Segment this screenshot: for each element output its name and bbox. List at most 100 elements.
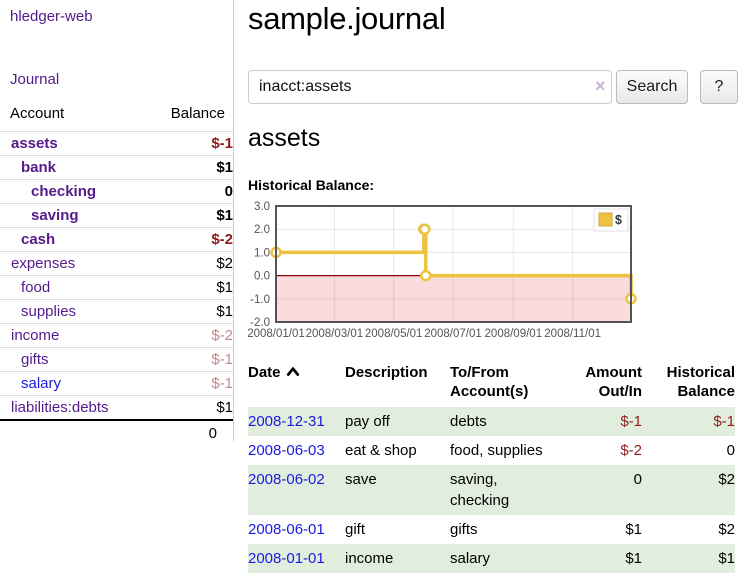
transaction-balance: $2	[718, 471, 735, 488]
transaction-description: gift	[345, 521, 366, 538]
transaction-description: save	[345, 471, 377, 488]
column-header-accounts: To/From Account(s)	[450, 364, 529, 400]
transaction-balance: $-1	[713, 413, 735, 430]
transaction-date-link[interactable]: 2008-01-01	[248, 550, 325, 567]
transaction-date-link[interactable]: 2008-06-03	[248, 442, 325, 459]
help-button[interactable]: ?	[700, 70, 738, 104]
account-row: income $-2	[0, 323, 233, 348]
accounts-header-balance: Balance	[170, 105, 225, 122]
transaction-description: pay off	[345, 413, 390, 430]
column-header-amount: Amount Out/In	[585, 364, 642, 400]
account-balance: $-1	[148, 131, 233, 156]
svg-text:0.0: 0.0	[254, 271, 270, 283]
svg-text:3.0: 3.0	[254, 201, 270, 213]
search-input[interactable]	[248, 70, 612, 104]
transaction-accounts: salary	[450, 550, 491, 567]
svg-text:2008/07/01: 2008/07/01	[424, 328, 482, 340]
account-heading: assets	[248, 124, 321, 152]
account-link[interactable]: liabilities:debts	[11, 399, 109, 416]
column-header-date[interactable]: Date	[248, 363, 345, 407]
account-link[interactable]: food	[21, 279, 51, 296]
account-row: food $1	[0, 275, 233, 300]
accounts-table: Account Balance assets $-1 bank $1 check…	[0, 101, 233, 446]
account-row: cash $-2	[0, 227, 233, 252]
accounts-total-row: 0	[0, 419, 233, 446]
account-balance: $1	[148, 275, 233, 300]
account-link[interactable]: bank	[21, 159, 57, 176]
transaction-amount: $-2	[620, 442, 642, 459]
account-link[interactable]: income	[11, 327, 60, 344]
transaction-balance: $1	[718, 550, 735, 567]
accounts-body: assets $-1 bank $1 checking 0 saving $1 …	[0, 131, 233, 420]
account-row: assets $-1	[0, 131, 233, 156]
svg-text:-2.0: -2.0	[250, 317, 270, 329]
column-header-date-label: Date	[248, 364, 281, 381]
column-header-balance: Historical Balance	[666, 364, 735, 400]
transaction-amount: $1	[625, 521, 642, 538]
transaction-row: 2008-06-03 eat & shop food, supplies $-2…	[248, 436, 735, 465]
transaction-balance: $2	[718, 521, 735, 538]
column-header-description: Description	[345, 364, 428, 381]
transaction-row: 2008-06-02 save saving, checking 0 $2	[248, 465, 735, 515]
account-link[interactable]: assets	[11, 135, 58, 152]
transaction-row: 2008-06-01 gift gifts $1 $2	[248, 515, 735, 544]
app-title-link[interactable]: hledger-web	[10, 8, 93, 25]
account-row: checking 0	[0, 179, 233, 204]
account-link[interactable]: checking	[31, 183, 97, 200]
register-body: 2008-12-31 pay off debts $-1 $-1 2008-06…	[248, 407, 735, 573]
transaction-amount: $-1	[620, 413, 642, 430]
account-balance: $-2	[148, 227, 233, 252]
account-balance: $1	[148, 203, 233, 228]
transaction-amount: 0	[633, 471, 642, 488]
account-link[interactable]: salary	[21, 375, 62, 392]
account-balance: $-1	[148, 371, 233, 396]
svg-text:2008/01/01: 2008/01/01	[247, 328, 305, 340]
account-balance: $-1	[148, 347, 233, 372]
account-link[interactable]: expenses	[11, 255, 76, 272]
account-link[interactable]: cash	[21, 231, 56, 248]
account-row: bank $1	[0, 155, 233, 180]
transaction-description: eat & shop	[345, 442, 417, 459]
svg-text:1.0: 1.0	[254, 247, 270, 259]
account-row: gifts $-1	[0, 347, 233, 372]
transaction-date-link[interactable]: 2008-06-02	[248, 471, 325, 488]
transaction-date-link[interactable]: 2008-06-01	[248, 521, 325, 538]
chart-title: Historical Balance:	[248, 177, 375, 193]
accounts-total-balance: 0	[148, 419, 233, 446]
search-button[interactable]: Search	[616, 70, 688, 104]
register-header-row: Date Description To/From Account(s) Amou…	[248, 363, 735, 407]
account-link[interactable]: gifts	[21, 351, 49, 368]
transaction-accounts: gifts	[450, 521, 478, 538]
account-row: saving $1	[0, 203, 233, 228]
account-row: liabilities:debts $1	[0, 395, 233, 420]
account-balance: 0	[148, 179, 233, 204]
main-content: sample.journal × Search ? assets Histori…	[247, 0, 742, 582]
svg-text:2008/09/01: 2008/09/01	[485, 328, 543, 340]
transaction-row: 2008-12-31 pay off debts $-1 $-1	[248, 407, 735, 436]
transaction-date-link[interactable]: 2008-12-31	[248, 413, 325, 430]
accounts-header-row: Account Balance	[0, 101, 233, 132]
balance-chart-svg: 2008/01/01 2008/03/01 2008/05/01 2008/07/01…	[247, 201, 637, 340]
account-balance: $-2	[148, 323, 233, 348]
account-balance: $1	[148, 299, 233, 324]
transaction-balance: 0	[726, 442, 735, 459]
account-row: supplies $1	[0, 299, 233, 324]
transaction-accounts: debts	[450, 413, 487, 430]
svg-text:2.0: 2.0	[254, 224, 270, 236]
account-row: salary $-1	[0, 371, 233, 396]
sort-ascending-icon	[286, 367, 299, 376]
transaction-description: income	[345, 550, 394, 567]
account-balance: $1	[148, 395, 233, 420]
transaction-amount: $1	[625, 550, 642, 567]
transaction-accounts: saving, checking	[450, 471, 510, 509]
sidebar-item-journal[interactable]: Journal	[10, 71, 60, 88]
register-table: Date Description To/From Account(s) Amou…	[248, 363, 735, 573]
sidebar: hledger-web Journal Account Balance asse…	[0, 0, 234, 446]
svg-text:2008/05/01: 2008/05/01	[365, 328, 423, 340]
transaction-row: 2008-01-01 income salary $1 $1	[248, 544, 735, 573]
clear-search-icon[interactable]: ×	[595, 76, 606, 96]
transaction-accounts: food, supplies	[450, 442, 543, 459]
account-link[interactable]: saving	[31, 207, 79, 224]
account-link[interactable]: supplies	[21, 303, 77, 320]
accounts-header-account: Account	[10, 105, 65, 122]
